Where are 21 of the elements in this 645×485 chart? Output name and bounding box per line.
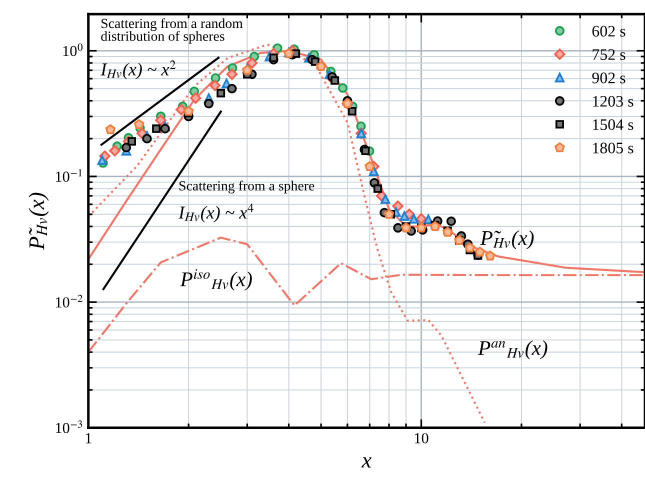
y-tick-label: 10$^{−2}$ xyxy=(56,294,83,308)
legend-label: 602 s xyxy=(592,26,626,37)
x-tick-label: 1 xyxy=(86,433,92,444)
annotation: I$_{Hv}$(x) ~ x$^{4}$ xyxy=(178,204,254,222)
annotation: Scattering from a sphere xyxy=(179,180,314,194)
legend-label: 1203 s xyxy=(593,96,634,107)
legend-label: 752 s xyxy=(592,49,626,60)
y-tick-label: 10$^{−3}$ xyxy=(56,420,82,434)
annotation: P$^{an}$$_{Hv}$(x) xyxy=(478,340,548,360)
y-axis-title: P̃$_{Hv}$(x) xyxy=(28,192,49,250)
annotation: P$^{iso}$$_{Hv}$(x) xyxy=(180,269,252,291)
x-tick-label: 10 xyxy=(414,433,428,444)
legend-label: 1504 s xyxy=(593,119,634,130)
annotation: P̃$_{Hv}$(x) xyxy=(480,230,534,250)
y-tick-label: 10$^{0}$ xyxy=(63,43,83,56)
x-axis-title: x xyxy=(361,457,372,468)
legend-label: 1805 s xyxy=(593,142,634,154)
annotation: Scattering from a random distribution of spheres xyxy=(101,18,243,44)
y-tick-label: 10$^{−1}$ xyxy=(56,169,82,182)
annotation: I$_{Hv}$(x) ~ x$^{2}$ xyxy=(100,60,176,80)
legend-label: 902 s xyxy=(592,72,626,84)
